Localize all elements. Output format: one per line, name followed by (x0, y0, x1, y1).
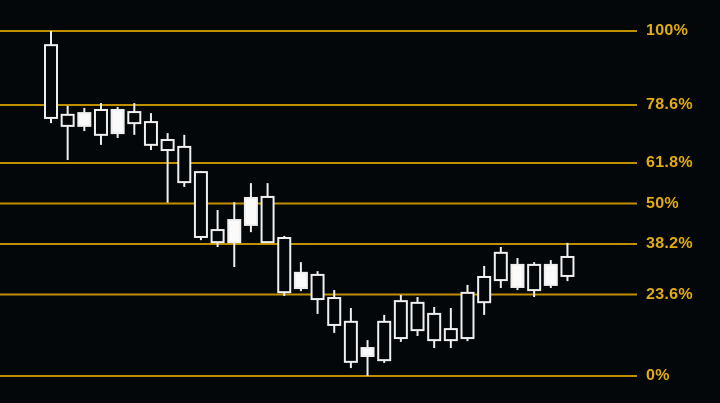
candle-body (360, 347, 375, 357)
fib-label-78-6: 78.6% (646, 95, 693, 113)
candle-body (477, 275, 492, 304)
candle-body (560, 255, 575, 277)
candle-body (460, 291, 475, 340)
fib-label-100: 100% (646, 22, 689, 39)
candle-body (377, 320, 392, 362)
candle-body (410, 301, 425, 332)
candle-body (110, 109, 125, 135)
candle-body (443, 328, 458, 342)
candle-body (44, 44, 58, 119)
fib-label-38-2: 38.2% (646, 235, 693, 253)
candle-body (243, 196, 258, 226)
candle-body (427, 312, 442, 342)
candle-body (393, 300, 408, 340)
candle-body (327, 297, 342, 326)
candle-body (127, 111, 142, 125)
fib-label-23-6: 23.6% (646, 285, 693, 303)
candle-body (143, 121, 158, 146)
candle-body (510, 263, 525, 288)
candle-body (193, 171, 208, 238)
candle-body (343, 320, 358, 363)
candle-body (160, 139, 175, 152)
fib-label-50: 50% (646, 194, 679, 212)
fib-label-61-8: 61.8% (646, 153, 693, 171)
candle-body (60, 113, 75, 127)
candle-body (493, 251, 508, 282)
candle-body (260, 195, 275, 244)
candle-body (277, 237, 292, 294)
candle-body (527, 263, 542, 292)
candle-body (210, 229, 225, 244)
candle-body (93, 109, 108, 136)
candle-body (177, 145, 192, 184)
candle-body (310, 273, 325, 301)
candle-body (293, 271, 308, 290)
candle-body (227, 219, 242, 244)
candle-body (77, 112, 92, 127)
fib-label-0: 0% (646, 367, 670, 384)
candle-body (543, 263, 558, 286)
